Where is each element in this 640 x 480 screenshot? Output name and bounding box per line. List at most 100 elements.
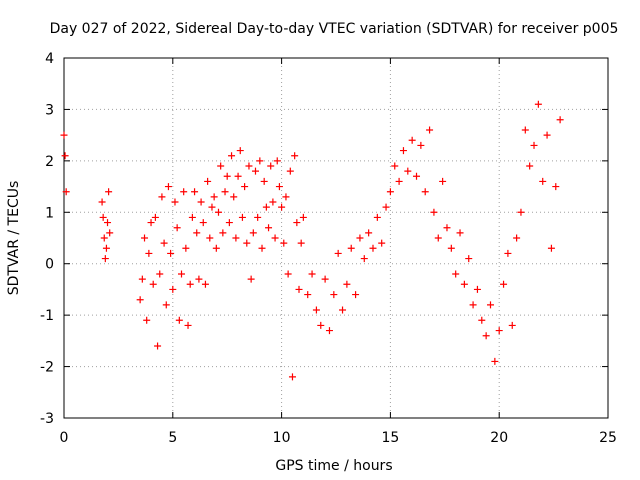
x-tick-label: 15 — [381, 430, 399, 446]
y-tick-label: 0 — [45, 257, 54, 273]
data-point — [552, 183, 560, 191]
data-point — [210, 193, 218, 201]
data-point — [241, 183, 249, 191]
data-point — [180, 188, 188, 196]
data-point — [293, 219, 301, 227]
data-point — [214, 208, 222, 216]
data-point — [225, 219, 233, 227]
data-point — [99, 213, 107, 221]
data-point — [191, 188, 199, 196]
data-point — [62, 188, 70, 196]
y-tick-label: 2 — [45, 154, 54, 170]
data-point — [271, 234, 279, 242]
data-point — [169, 285, 177, 293]
data-point — [504, 249, 512, 257]
data-point — [356, 234, 364, 242]
data-point — [219, 229, 227, 237]
data-point — [149, 280, 157, 288]
data-point — [260, 177, 268, 185]
data-point — [521, 126, 529, 134]
data-point — [547, 244, 555, 252]
data-point — [539, 177, 547, 185]
data-point — [256, 157, 264, 165]
data-point — [426, 126, 434, 134]
data-point — [526, 162, 534, 170]
data-point — [284, 270, 292, 278]
data-point — [295, 285, 303, 293]
data-point — [145, 249, 153, 257]
data-point — [164, 183, 172, 191]
data-point — [386, 188, 394, 196]
data-point — [98, 198, 106, 206]
data-point — [186, 280, 194, 288]
data-point — [486, 301, 494, 309]
x-axis-label: GPS time / hours — [275, 458, 392, 474]
data-point — [251, 167, 259, 175]
data-point — [238, 213, 246, 221]
data-point — [452, 270, 460, 278]
data-point — [232, 234, 240, 242]
data-point — [439, 177, 447, 185]
y-tick-label: -2 — [40, 360, 54, 376]
data-point — [273, 157, 281, 165]
data-point — [513, 234, 521, 242]
data-point — [175, 316, 183, 324]
data-point — [421, 188, 429, 196]
data-point — [236, 147, 244, 155]
data-point — [399, 147, 407, 155]
data-point — [330, 291, 338, 299]
data-point — [230, 193, 238, 201]
data-point — [378, 239, 386, 247]
y-axis-label: SDTVAR / TECUs — [6, 181, 22, 296]
data-point — [201, 280, 209, 288]
data-point — [178, 270, 186, 278]
data-point — [352, 291, 360, 299]
data-point — [154, 342, 162, 350]
data-point — [223, 172, 231, 180]
chart-title: Day 027 of 2022, Sidereal Day-to-day VTE… — [50, 21, 619, 37]
data-point — [106, 229, 114, 237]
data-point — [262, 203, 270, 211]
data-point — [369, 244, 377, 252]
data-point — [151, 213, 159, 221]
data-point — [265, 224, 273, 232]
y-tick-label: 4 — [45, 51, 54, 67]
data-point — [382, 203, 390, 211]
x-tick-label: 25 — [599, 430, 617, 446]
data-point — [291, 152, 299, 160]
data-point — [473, 285, 481, 293]
data-point — [308, 270, 316, 278]
y-tick-label: 1 — [45, 205, 54, 221]
data-point — [249, 229, 257, 237]
data-point — [297, 239, 305, 247]
data-point — [312, 306, 320, 314]
x-tick-label: 0 — [60, 430, 69, 446]
data-point — [188, 213, 196, 221]
y-tick-label: 3 — [45, 102, 54, 118]
data-point — [136, 296, 144, 304]
data-point — [228, 152, 236, 160]
data-point — [105, 188, 113, 196]
data-point — [206, 234, 214, 242]
data-point — [478, 316, 486, 324]
data-point — [171, 198, 179, 206]
data-point — [101, 255, 109, 263]
data-point — [143, 316, 151, 324]
data-point — [102, 244, 110, 252]
data-point — [104, 219, 112, 227]
data-point — [184, 321, 192, 329]
data-point — [162, 301, 170, 309]
data-point — [288, 373, 296, 381]
data-point — [258, 244, 266, 252]
data-point — [147, 219, 155, 227]
data-point — [347, 244, 355, 252]
data-point — [465, 255, 473, 263]
data-point — [339, 306, 347, 314]
data-point — [280, 239, 288, 247]
data-point — [373, 213, 381, 221]
plot-frame — [63, 57, 609, 419]
data-point — [443, 224, 451, 232]
data-point — [199, 219, 207, 227]
data-point — [60, 131, 68, 139]
data-point — [282, 193, 290, 201]
